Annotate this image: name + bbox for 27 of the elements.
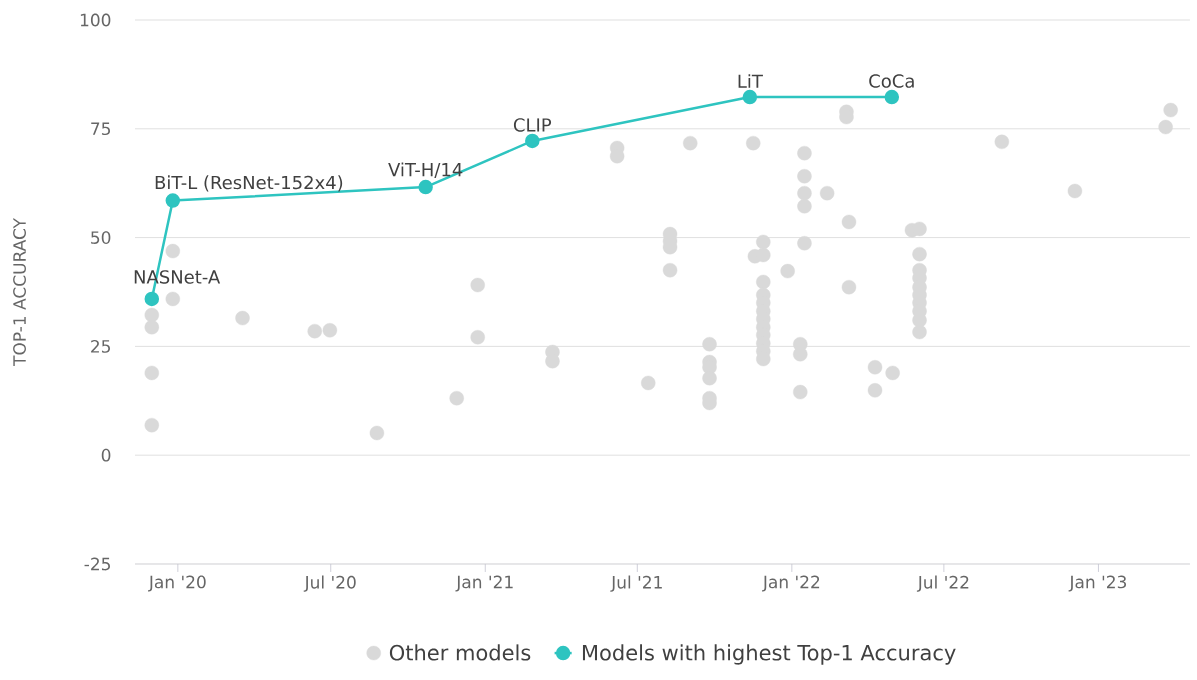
- y-tick-label: 100: [80, 13, 111, 27]
- y-tick-label: 0: [101, 448, 111, 462]
- annotation: LiT: [738, 74, 763, 88]
- annotation: CoCa: [869, 74, 914, 88]
- x-tick-label: Jul '22: [916, 575, 969, 592]
- point: [525, 133, 540, 149]
- annotation: BiT-L (ResNet-152x4): [155, 175, 343, 192]
- x-tick-label: Jan '22: [762, 575, 820, 592]
- x-tick-label: Jan '23: [1068, 575, 1127, 592]
- legend-label: Other models: [389, 644, 531, 661]
- point: [144, 291, 160, 307]
- annotation: CLIP: [513, 118, 552, 132]
- point: [165, 193, 181, 208]
- x-tick-label: Jan '21: [455, 575, 513, 592]
- point: [742, 89, 758, 105]
- point: [884, 89, 900, 105]
- y-tick-label: -25: [84, 557, 110, 571]
- x-tick-label: Jul '21: [610, 575, 662, 592]
- x-tick-label: Jan '20: [148, 575, 206, 592]
- legend-label: Models with highest Top-1 Accuracy: [582, 644, 956, 665]
- annotation: ViT-H/14: [388, 162, 463, 178]
- y-tick-label: 50: [91, 231, 111, 245]
- y-axis-title: TOP-1 ACCURACY: [13, 218, 26, 366]
- y-tick-label: 75: [91, 122, 110, 136]
- point: [418, 179, 433, 195]
- x-tick-label: Jul '20: [303, 575, 356, 592]
- y-tick-label: 25: [91, 339, 110, 353]
